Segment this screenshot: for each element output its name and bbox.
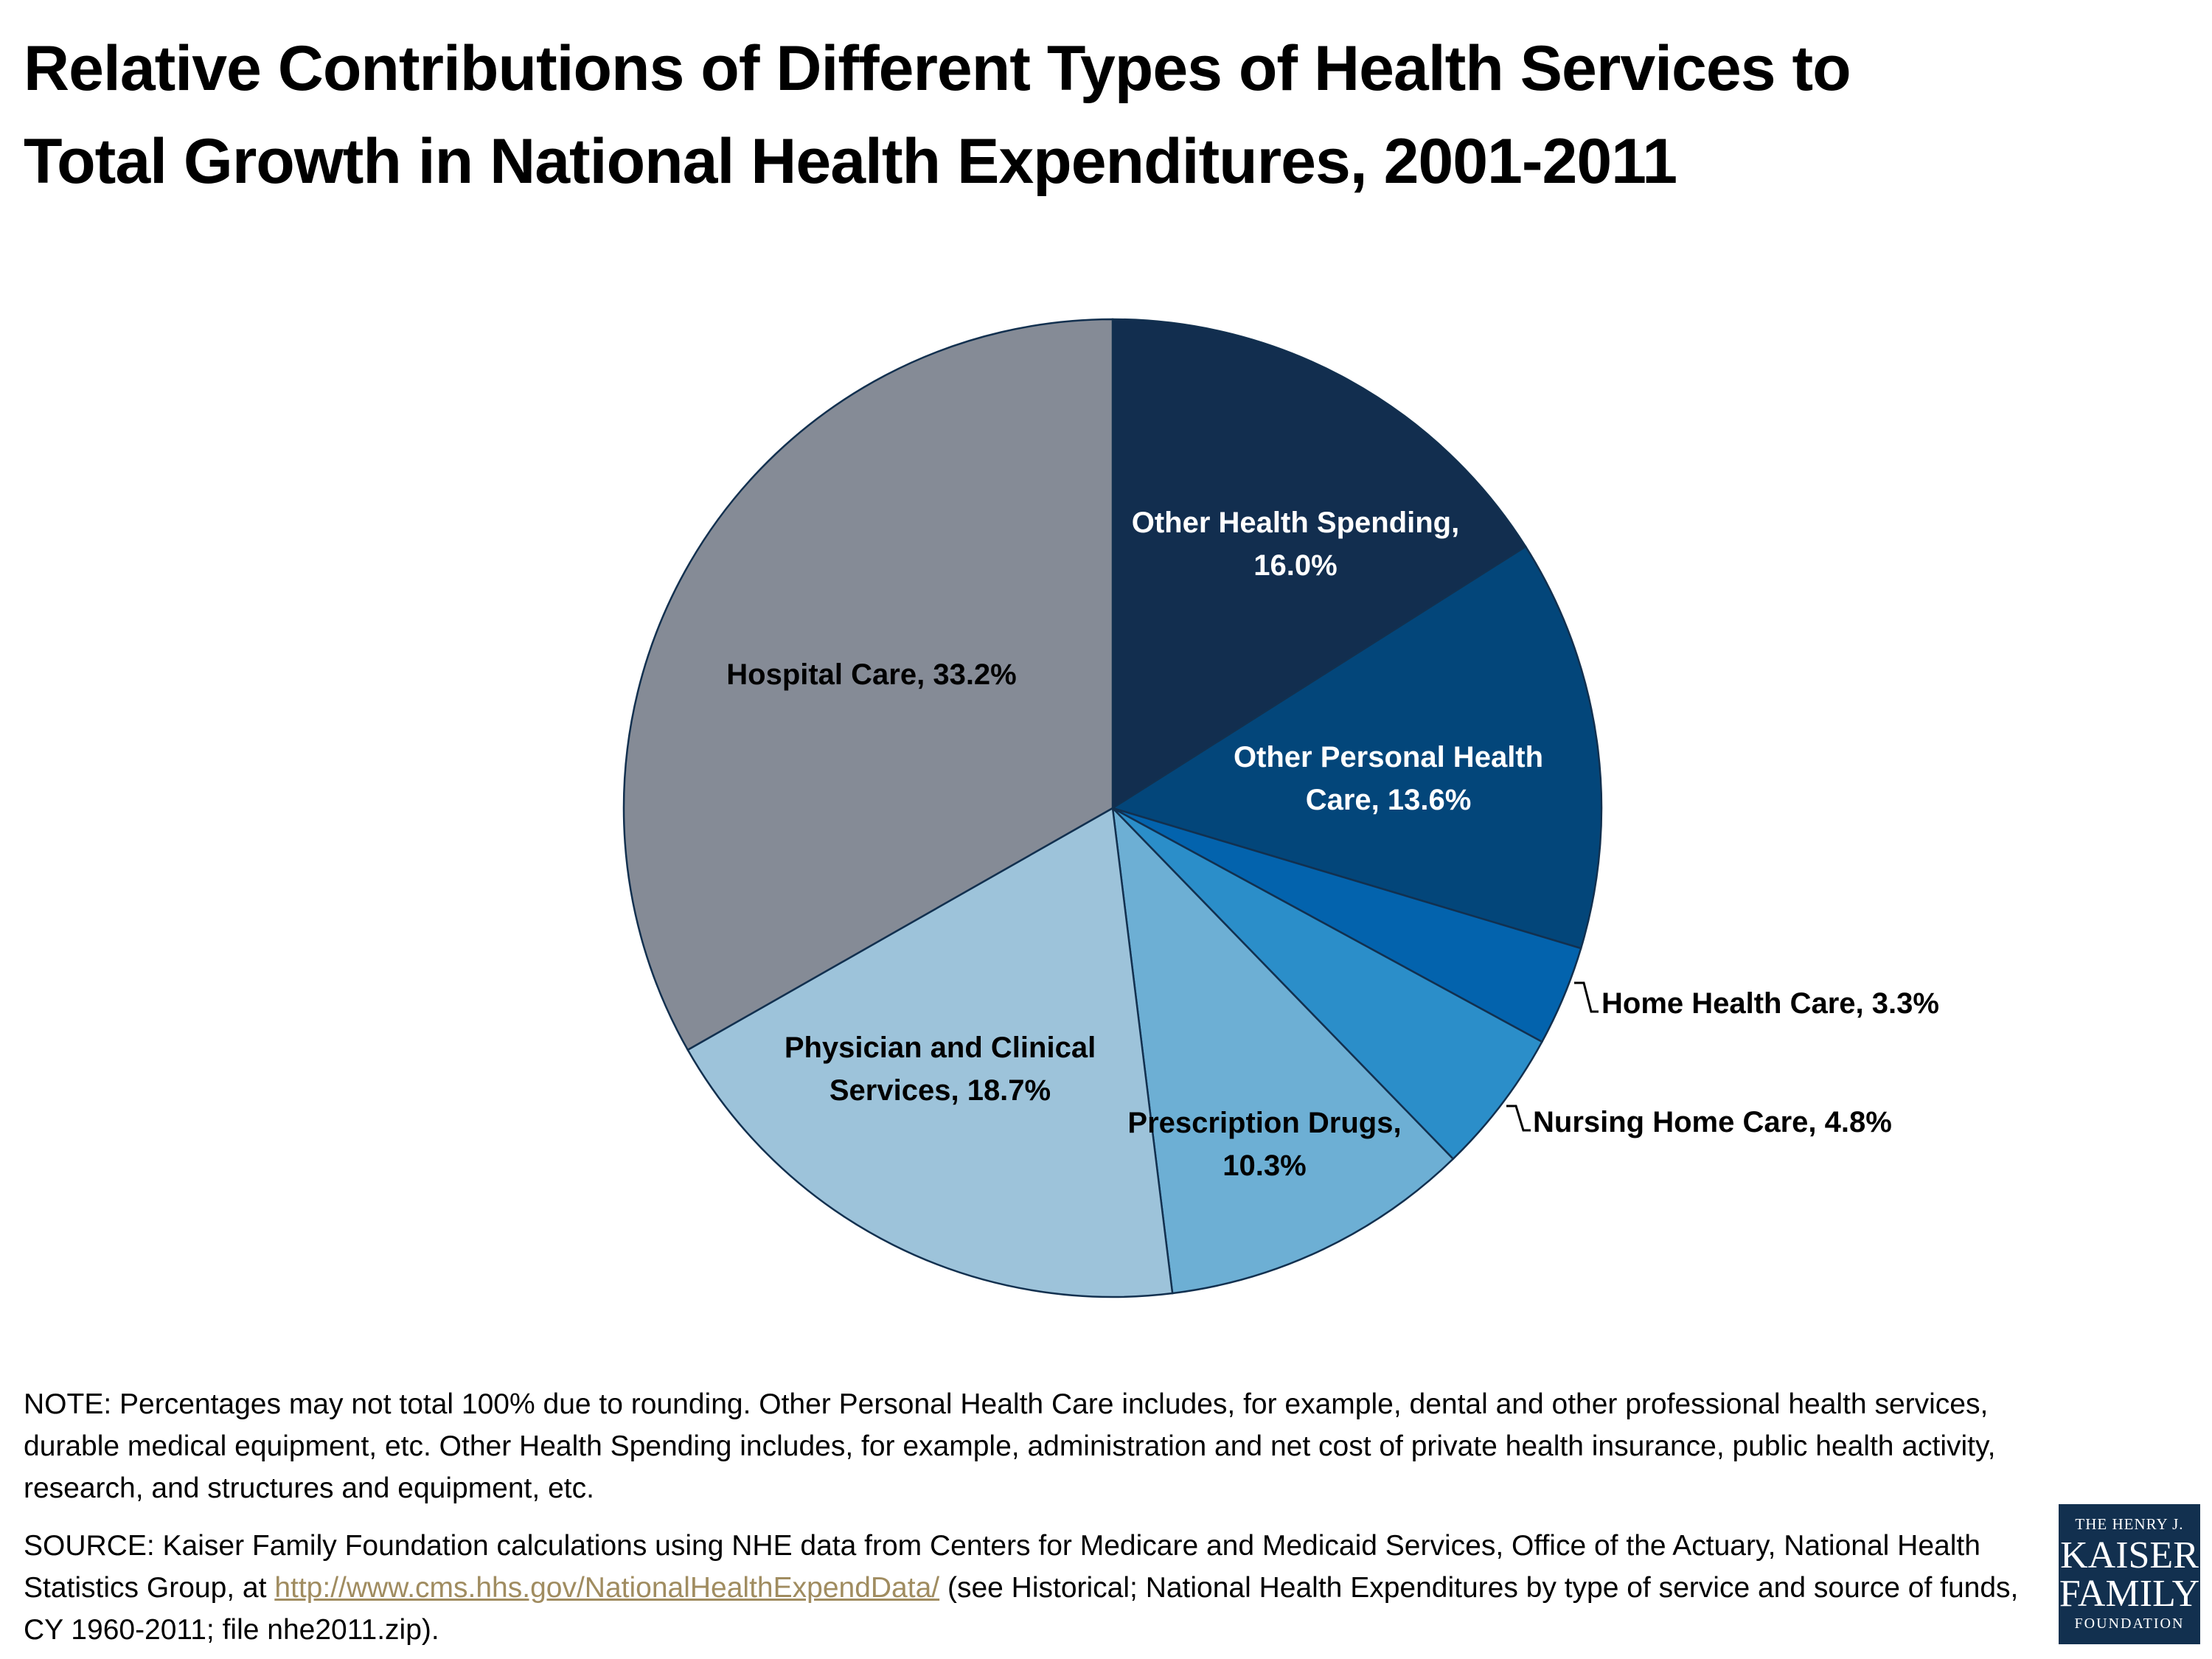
source-text-after: (see Historical; National Health Expendi… <box>24 1572 2019 1646</box>
slice-label-line1: Hospital Care, 33.2% <box>726 658 1017 691</box>
slice-label-line1: Prescription Drugs, <box>1127 1107 1401 1139</box>
pie-slice-other-personal-health-care <box>1110 545 1603 950</box>
slice-label-home-health-care: Home Health Care, 3.3% <box>1601 987 1939 1020</box>
slice-label-other-personal-health-care: Other Personal Health Care, 13.6% <box>1234 741 1543 816</box>
logo-line3: FAMILY <box>2059 1573 2200 1615</box>
leader-line-home-health-care <box>1574 981 1599 1013</box>
pie-slice-prescription-drugs <box>1111 805 1455 1295</box>
pie-slice-other-health-spending <box>1111 318 1527 810</box>
pie-slice-physician-clinical-services <box>686 806 1174 1298</box>
pie-slice-hospital-care <box>622 318 1114 1051</box>
chart-title: Relative Contributions of Different Type… <box>24 22 2162 208</box>
slice-label-physician-clinical-services: Physician and Clinical Services, 18.7% <box>785 1032 1096 1107</box>
pie-slice-nursing-home-care <box>1112 807 1544 1161</box>
chart-title-line2: Total Growth in National Health Expendit… <box>24 126 1677 197</box>
kff-logo: THE HENRY J. KAISER FAMILY FOUNDATION <box>2059 1504 2200 1644</box>
source-link[interactable]: http://www.cms.hhs.gov/NationalHealthExp… <box>274 1572 940 1604</box>
slice-label-hospital-care: Hospital Care, 33.2% <box>726 658 1017 691</box>
slice-label-nursing-home-care: Nursing Home Care, 4.8% <box>1533 1106 1892 1138</box>
slice-label-line1: Other Personal Health <box>1234 741 1543 773</box>
slice-label-line2: Services, 18.7% <box>830 1074 1051 1107</box>
source-text-before: SOURCE: Kaiser Family Foundation calcula… <box>24 1530 1980 1604</box>
slice-label-line2: 10.3% <box>1222 1150 1306 1182</box>
slice-label-line2: 16.0% <box>1253 549 1337 582</box>
logo-line4: FOUNDATION <box>2074 1615 2185 1632</box>
slice-label-line1: Nursing Home Care, 4.8% <box>1533 1106 1892 1138</box>
slice-label-prescription-drugs: Prescription Drugs, 10.3% <box>1127 1107 1401 1182</box>
chart-source: SOURCE: Kaiser Family Foundation calcula… <box>24 1525 2059 1651</box>
pie-chart: Other Health Spending, 16.0% Other Persona… <box>622 318 1939 1298</box>
logo-line1: THE HENRY J. <box>2075 1515 2184 1533</box>
chart-title-line1: Relative Contributions of Different Type… <box>24 33 1851 104</box>
slice-label-line2: Care, 13.6% <box>1306 784 1472 816</box>
slice-label-line1: Home Health Care, 3.3% <box>1601 987 1939 1020</box>
slice-label-line1: Physician and Clinical <box>785 1032 1096 1064</box>
logo-line2: KAISER <box>2060 1534 2199 1576</box>
chart-note: NOTE: Percentages may not total 100% due… <box>24 1388 1996 1504</box>
slice-label-line1: Other Health Spending, <box>1132 507 1459 539</box>
leader-line-nursing-home-care <box>1506 1105 1531 1132</box>
slice-label-other-health-spending: Other Health Spending, 16.0% <box>1132 507 1459 582</box>
